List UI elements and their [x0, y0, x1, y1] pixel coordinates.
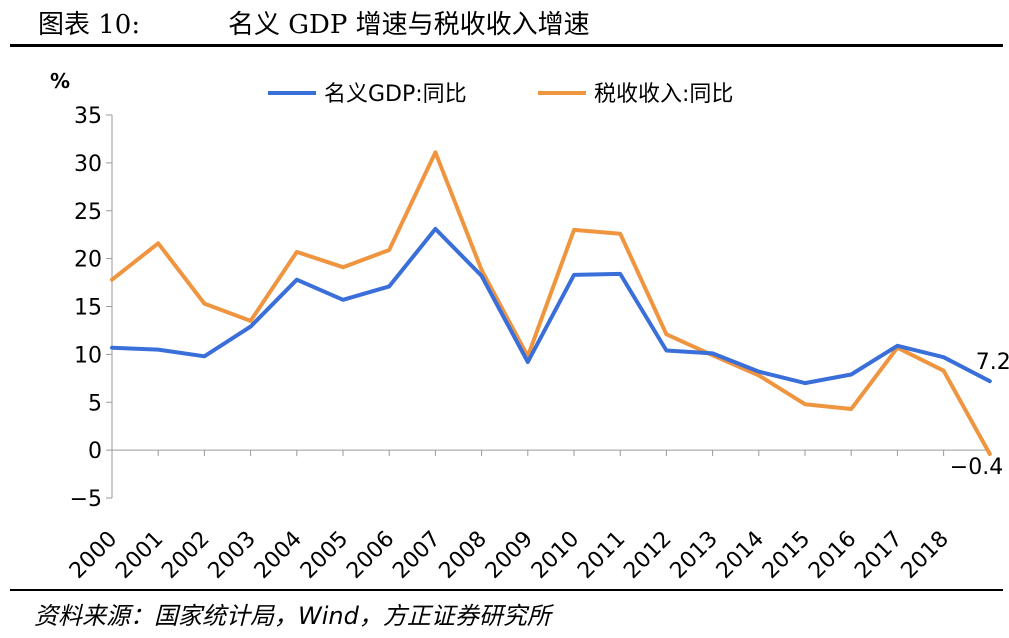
line-chart: −505101520253035%20002001200220032004200…	[50, 69, 1009, 584]
data-label-gdp-end: 7.2	[976, 350, 1009, 375]
y-tick-label: 5	[88, 391, 102, 416]
x-tick-label: 2008	[435, 527, 492, 584]
x-tick-label: 2011	[573, 527, 630, 584]
x-tick-label: 2007	[388, 527, 445, 584]
x-tick-label: 2013	[666, 527, 723, 584]
x-tick-label: 2002	[157, 527, 214, 584]
x-tick-label: 2001	[111, 527, 168, 584]
y-tick-label: 20	[74, 248, 102, 273]
x-tick-label: 2009	[481, 527, 538, 584]
figure-header: 图表 10: 名义 GDP 增速与税收收入增速	[0, 0, 1009, 44]
y-tick-label: −5	[70, 487, 102, 512]
x-tick-label: 2003	[204, 527, 261, 584]
y-tick-label: 35	[74, 104, 102, 129]
x-tick-label: 2014	[712, 527, 769, 584]
x-tick-label: 2010	[527, 527, 584, 584]
x-tick-label: 2017	[850, 527, 907, 584]
y-tick-label: 25	[74, 200, 102, 225]
x-tick-label: 2012	[619, 527, 676, 584]
legend-item-tax-label: 税收收入:同比	[594, 82, 733, 107]
x-tick-label: 2016	[804, 527, 861, 584]
source-note: 资料来源：国家统计局，Wind，方正证券研究所	[34, 602, 551, 630]
series-line-tax	[110, 150, 992, 456]
data-label-tax-end: −0.4	[950, 455, 1003, 480]
y-axis-label: %	[50, 69, 70, 93]
x-tick-label: 2005	[296, 527, 353, 584]
top-rule	[10, 44, 1003, 47]
x-tick-label: 2000	[65, 527, 122, 584]
figure-title: 名义 GDP 增速与税收收入增速	[228, 10, 590, 40]
figure-number: 图表 10:	[38, 10, 141, 40]
x-tick-label: 2015	[758, 527, 815, 584]
bottom-rule	[10, 589, 1003, 591]
x-tick-label: 2018	[897, 527, 954, 584]
y-tick-label: 10	[74, 343, 102, 368]
legend-item-gdp-label: 名义GDP:同比	[324, 82, 467, 107]
y-tick-label: 0	[88, 439, 102, 464]
x-tick-label: 2006	[342, 527, 399, 584]
x-tick-label: 2004	[250, 527, 307, 584]
y-tick-label: 15	[74, 296, 102, 321]
series-line-gdp	[110, 226, 992, 386]
y-tick-label: 30	[74, 152, 102, 177]
